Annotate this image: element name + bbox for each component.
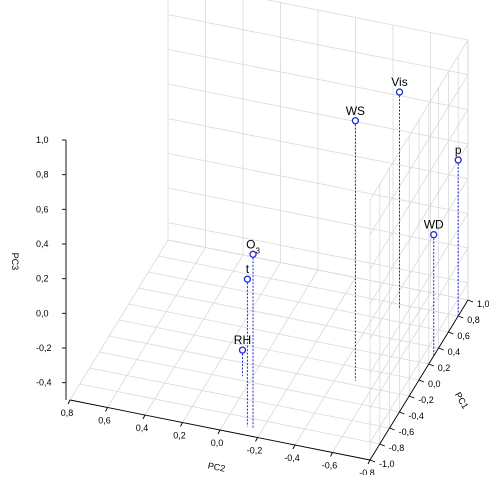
- pc1-tick-label: 0,2: [438, 363, 451, 373]
- pc1-tick-label: 0,4: [448, 347, 461, 357]
- pc3-tick-label: -0,4: [36, 378, 52, 388]
- pc3-tick-label: 0,8: [36, 170, 49, 180]
- pc2-tick-label: 0,4: [136, 423, 149, 433]
- data-point: [351, 117, 360, 125]
- data-point: [249, 250, 257, 258]
- back-wall-grid-line: [369, 143, 469, 305]
- side-wall-grid-line: [167, 83, 469, 145]
- pc3-tick-label: 0,6: [36, 204, 49, 214]
- data-point: [395, 88, 404, 96]
- pc1-tick-label: -0,2: [418, 395, 434, 405]
- floor-grid-line: [182, 262, 281, 423]
- pc3-axis-title: PC3: [10, 253, 20, 271]
- floor-grid-line: [69, 239, 169, 401]
- side-wall-grid-line: [167, 239, 469, 301]
- data-point: [454, 156, 462, 164]
- side-wall-grid-line: [167, 152, 469, 214]
- data-point: [238, 346, 247, 354]
- data-point: [243, 275, 252, 283]
- floor-grid-line: [107, 247, 206, 408]
- pc2-tick: [67, 399, 71, 405]
- pc2-tick: [142, 414, 146, 420]
- pc2-tick: [367, 459, 371, 465]
- pc3-tick-label: -0,2: [36, 343, 52, 353]
- pc3-tick-label: 1,0: [36, 135, 49, 145]
- pc3-tick-label: 0,0: [36, 308, 49, 318]
- point-layer: [238, 88, 462, 354]
- side-wall-grid-line: [167, 222, 469, 284]
- data-point-label: RH: [234, 333, 251, 347]
- back-wall-grid-line: [369, 178, 469, 339]
- pc1-axis-title: PC1: [453, 390, 470, 410]
- side-wall-grid-line: [265, 0, 469, 41]
- pc2-tick-label: -0,2: [247, 446, 263, 456]
- pc2-tick-label: 0,2: [173, 431, 186, 441]
- back-wall-grid-line: [369, 213, 469, 374]
- pc2-tick-label: 0,0: [211, 438, 224, 448]
- pc1-tick-label: 1,0: [477, 299, 489, 309]
- pc1-tick-label: -1,0: [379, 459, 395, 469]
- pc1-tick-label: -0,8: [389, 443, 405, 453]
- floor-grid-line: [294, 284, 394, 446]
- floor-grid-line: [257, 277, 356, 438]
- pc1-tick: [428, 363, 434, 367]
- data-point: [430, 231, 438, 239]
- pc3-tick-label: 0,4: [36, 239, 49, 249]
- stem-layer: [241, 92, 459, 428]
- label-layer: WS Vis O3 t p WD RH: [234, 75, 462, 347]
- pc1-tick: [438, 347, 444, 351]
- side-wall-grid-line: [167, 118, 469, 180]
- axis-layer: 0,8 0,6 0,4 0,2 0,0 -0,2 -0,4 -0,6 -0,8 -1,0 -0,8 -…: [10, 135, 489, 478]
- pc2-tick-label: -0,8: [359, 468, 375, 475]
- back-wall-grid-line: [369, 282, 469, 443]
- pc2-tick: [255, 437, 258, 442]
- side-wall-grid-line: [167, 14, 469, 76]
- pc2-tick: [105, 407, 108, 412]
- pc3-tick-label: 0,2: [36, 274, 49, 284]
- pc1-tick: [399, 411, 405, 415]
- pc2-tick: [180, 422, 183, 427]
- floor-grid-line: [332, 292, 431, 453]
- data-point-label: O3: [246, 237, 260, 255]
- pc2-tick: [217, 429, 221, 435]
- data-point-label: WD: [424, 218, 444, 232]
- pc1-tick: [467, 299, 474, 303]
- pc1-tick-label: -0,4: [408, 411, 424, 421]
- back-wall-grid-line: [369, 247, 469, 409]
- back-wall-grid-line: [369, 109, 469, 270]
- data-point-label: p: [455, 143, 462, 157]
- side-wall-grid-line: [167, 48, 469, 110]
- pc2-tick: [292, 444, 296, 450]
- pc1-tick-label: -0,6: [399, 427, 415, 437]
- pc1-tick: [418, 379, 425, 383]
- data-point-label: t: [246, 262, 250, 276]
- pc1-tick: [369, 459, 376, 463]
- pc2-tick: [330, 452, 333, 457]
- pc1-tick: [379, 443, 385, 447]
- pc1-tick: [458, 315, 464, 319]
- pc1-tick-label: 0,6: [457, 331, 470, 341]
- data-point-label: Vis: [391, 75, 407, 89]
- back-wall-grid-line: [369, 39, 469, 201]
- pc2-tick-label: 0,8: [61, 408, 74, 418]
- data-point-label: WS: [346, 104, 365, 118]
- back-wall-grid-line: [369, 74, 469, 235]
- pc1-tick: [409, 395, 415, 399]
- grid-layer: [69, 0, 469, 461]
- pc1-tick-label: 0,0: [428, 379, 441, 389]
- floor-grid-line: [144, 254, 244, 416]
- pc2-tick-label: -0,4: [284, 453, 300, 463]
- pc1-tick: [389, 427, 395, 431]
- side-wall-grid-line: [167, 187, 469, 249]
- pc2-tick-label: 0,6: [98, 416, 111, 426]
- pc1-tick: [448, 331, 454, 335]
- pc2-tick-label: -0,6: [322, 461, 338, 471]
- pc1-tick-label: 0,8: [467, 315, 480, 325]
- pc2-axis-title: PC2: [207, 460, 226, 473]
- floor-grid-line: [219, 269, 319, 431]
